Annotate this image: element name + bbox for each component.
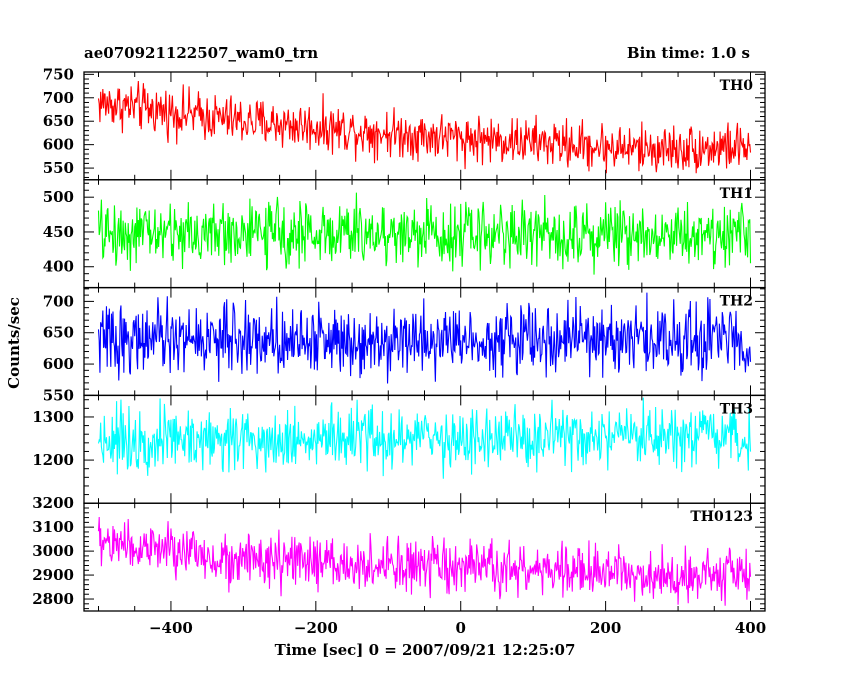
y-tick-label-th0: 550 [43,159,74,177]
y-tick-label-th1: 500 [43,188,74,206]
y-tick-label-th0: 700 [43,89,74,107]
y-axis-title: Counts/sec [5,297,23,389]
panel-label-th3: TH3 [720,401,753,417]
x-tick-label: 400 [735,619,766,637]
panel-th0123: 2800 2900 3000 3100 3200 TH0123 [32,494,766,612]
y-tick-label-th1: 450 [43,223,74,241]
y-tick-label-th0123: 3000 [32,542,74,560]
x-tick-label: −200 [294,619,338,637]
y-tick-label-th0123: 2900 [32,566,74,584]
y-tick-label-th3: 1200 [32,451,74,469]
series-line-th3 [97,397,752,479]
y-tick-label-th0: 600 [43,136,74,154]
panel-frame-th3 [83,394,766,504]
panel-label-th2: TH2 [720,294,753,310]
bin-time-label: Bin time: 1.0 s [626,44,750,62]
x-tick-label: 0 [456,619,466,637]
panel-label-th1: TH1 [720,186,753,202]
series-line-th0123 [97,516,752,606]
y-tick-label-th2: 600 [43,355,74,373]
y-tick-label-th0123: 2800 [32,590,74,608]
y-tick-label-th0123: 3200 [32,494,74,512]
series-line-th1 [97,192,752,275]
panel-label-th0: TH0 [720,78,754,94]
y-tick-label-th1: 400 [43,258,74,276]
panel-th1: 400 450 500 TH1 [43,179,766,289]
plot-title: ae070921122507_wam0_trn [84,44,319,62]
y-tick-label-th0123: 3100 [32,518,74,536]
x-axis-title: Time [sec] 0 = 2007/09/21 12:25:07 [275,641,576,659]
panel-label-th0123: TH0123 [690,509,753,525]
panel-th2: 550 600 650 700 TH2 [43,286,766,404]
y-tick-label-th2: 700 [43,292,74,310]
y-tick-label-th3: 1300 [32,408,74,426]
panels-layer: 550 600 650 700 750 TH0 400 450 500 TH1 550 600 650 7… [32,65,766,637]
series-line-th0 [97,81,752,174]
y-tick-label-th0: 650 [43,112,74,130]
panel-th3: 1200 1300 TH3 [32,394,766,504]
y-tick-label-th2: 550 [43,386,74,404]
series-line-th2 [97,292,752,384]
x-tick-label: −400 [149,619,193,637]
y-tick-label-th0: 750 [43,65,74,83]
panel-th0: 550 600 650 700 750 TH0 [43,65,766,181]
y-tick-label-th2: 650 [43,324,74,342]
x-tick-label: 200 [590,619,621,637]
